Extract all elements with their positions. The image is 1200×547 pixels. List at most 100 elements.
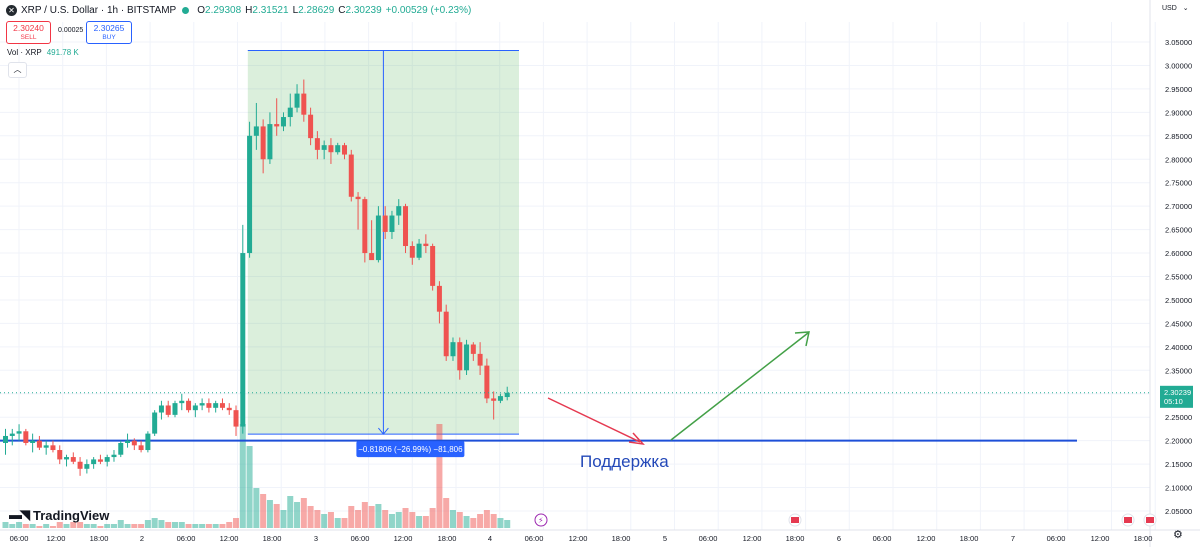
price-tick-label: 2.55000 — [1165, 273, 1192, 282]
volume-bar — [490, 514, 497, 528]
volume-bar — [280, 510, 287, 528]
volume-bar — [63, 524, 70, 528]
candle-body — [416, 243, 422, 258]
candle-body — [145, 433, 151, 451]
volume-bar — [138, 524, 145, 528]
price-tick-label: 2.95000 — [1165, 85, 1192, 94]
candle-body — [219, 403, 225, 408]
volume-bar — [355, 510, 362, 528]
volume-bar — [470, 518, 477, 528]
time-tick-label: 06:00 — [525, 534, 544, 543]
candle-body — [328, 145, 334, 153]
volume-legend[interactable]: Vol · XRP 491.78 K — [7, 48, 79, 57]
volume-bar — [83, 524, 90, 528]
time-tick-label: 5 — [663, 534, 667, 543]
collapse-legend-button[interactable]: ︿ — [8, 62, 27, 78]
gear-icon[interactable]: ⚙ — [1173, 529, 1183, 541]
up-arrow-head — [794, 331, 810, 347]
candle-body — [64, 457, 70, 460]
volume-bar — [287, 496, 294, 528]
chevron-up-icon: ︿ — [13, 65, 22, 74]
time-tick-label: 18:00 — [1134, 534, 1153, 543]
time-tick-label: 6 — [837, 534, 841, 543]
tradingview-logo[interactable]: ▬◥ TradingView — [9, 506, 109, 524]
candle-body — [226, 407, 232, 411]
volume-bar — [144, 520, 151, 528]
price-tick-label: 2.85000 — [1165, 132, 1192, 141]
candle-body — [267, 124, 273, 160]
volume-bar — [90, 524, 97, 528]
volume-value: 491.78 K — [46, 48, 79, 57]
price-change: +0.00529 (+0.23%) — [385, 4, 472, 16]
candle-body — [111, 454, 117, 458]
volume-bar — [16, 522, 23, 528]
market-open-dot — [182, 6, 190, 14]
candle-body — [16, 431, 22, 434]
candle-body — [308, 114, 314, 139]
candle-body — [125, 440, 131, 443]
sell-button[interactable]: 2.30240 SELL — [6, 21, 51, 44]
buy-button[interactable]: 2.30265 BUY — [86, 21, 132, 44]
volume-bar — [402, 508, 409, 528]
volume-bar — [361, 502, 368, 528]
volume-bar — [443, 498, 450, 528]
time-tick-label: 18:00 — [90, 534, 109, 543]
volume-bar — [477, 514, 484, 528]
volume-bar — [22, 524, 29, 528]
time-tick-label: 12:00 — [47, 534, 66, 543]
volume-bar — [314, 510, 321, 528]
candle-body — [23, 431, 29, 443]
price-tick-label: 2.15000 — [1165, 460, 1192, 469]
candle-body — [403, 206, 409, 247]
volume-bar — [219, 524, 226, 528]
symbol-title[interactable]: XRP / U.S. Dollar · 1h · BITSTAMP — [21, 4, 177, 16]
candle-body — [138, 445, 144, 451]
us-flag-stripes — [1124, 517, 1132, 523]
volume-bar — [409, 512, 416, 528]
time-tick-label: 06:00 — [351, 534, 370, 543]
chevron-down-icon: ⌄ — [1182, 5, 1189, 12]
volume-bar — [334, 518, 341, 528]
lightning-glyph: ⚡ — [538, 516, 544, 525]
volume-bar — [321, 514, 328, 528]
candle-body — [172, 403, 178, 415]
price-tick-label: 2.05000 — [1165, 507, 1192, 516]
candle-body — [253, 126, 259, 136]
price-tick-label: 2.80000 — [1165, 155, 1192, 164]
candle-body — [389, 215, 395, 232]
volume-bar — [77, 522, 84, 528]
candle-body — [152, 412, 158, 434]
candle-body — [497, 396, 503, 401]
currency-selector[interactable]: USD ⌄ — [1162, 3, 1189, 12]
time-tick-label: 12:00 — [743, 534, 762, 543]
candle-body — [36, 440, 42, 448]
candle-body — [240, 253, 246, 427]
candle-body — [9, 433, 15, 436]
time-tick-label: 2 — [140, 534, 144, 543]
volume-bar — [43, 524, 50, 528]
candle-body — [192, 405, 198, 411]
price-tick-label: 2.25000 — [1165, 413, 1192, 422]
candle-body — [362, 199, 368, 254]
candle-body — [464, 344, 470, 371]
candle-body — [57, 450, 63, 460]
volume-bar — [117, 520, 124, 528]
up-arrow-line — [670, 332, 809, 441]
candle-body — [504, 392, 510, 398]
candle-body — [450, 342, 456, 357]
sell-label: SELL — [20, 34, 37, 41]
candle-body — [423, 243, 429, 247]
volume-bar — [131, 524, 138, 528]
volume-bar — [307, 506, 314, 528]
current-price-tag — [1160, 385, 1193, 408]
volume-bar — [266, 500, 273, 528]
time-tick-label: 06:00 — [699, 534, 718, 543]
candle-body — [30, 440, 36, 443]
measure-label-box — [356, 441, 465, 458]
time-tick-label: 18:00 — [612, 534, 631, 543]
symbol-header[interactable]: ✕ XRP / U.S. Dollar · 1h · BITSTAMP O2.2… — [6, 3, 471, 17]
buy-price: 2.30265 — [93, 23, 125, 33]
ohlc-high: H2.31521 — [245, 4, 289, 16]
down-arrow-head — [628, 432, 645, 446]
